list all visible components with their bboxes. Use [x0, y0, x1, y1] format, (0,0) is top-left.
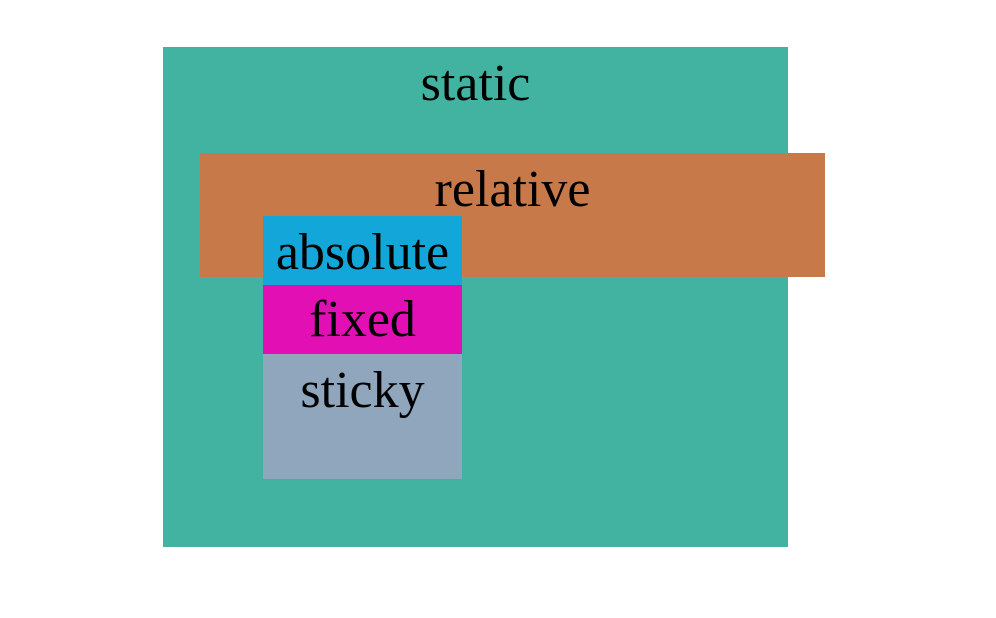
sticky-label: sticky	[300, 362, 425, 419]
absolute-box: absolute	[263, 216, 462, 285]
fixed-box: fixed	[263, 285, 462, 354]
fixed-label: fixed	[309, 291, 416, 348]
absolute-label: absolute	[275, 224, 450, 281]
relative-label: relative	[434, 161, 591, 218]
static-label: static	[420, 55, 531, 112]
static-box: static	[163, 47, 788, 547]
sticky-box: sticky	[263, 354, 462, 479]
